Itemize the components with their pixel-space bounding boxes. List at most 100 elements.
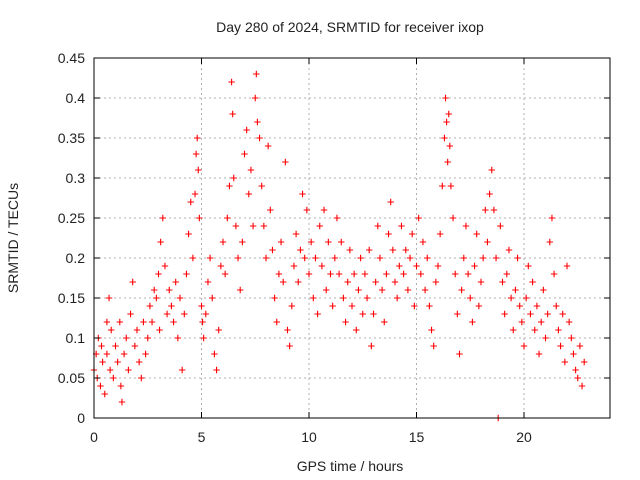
data-point [370, 310, 377, 318]
data-point [398, 222, 405, 230]
data-point [99, 358, 106, 366]
data-point [129, 278, 136, 286]
data-point [406, 254, 414, 262]
data-point [181, 310, 188, 318]
data-point [374, 222, 381, 230]
data-point [198, 302, 205, 310]
x-tick-label: 15 [409, 429, 425, 445]
data-point [492, 254, 500, 262]
data-point [544, 310, 551, 318]
chart-title: Day 280 of 2024, SRMTID for receiver ixo… [216, 19, 484, 35]
data-point [224, 214, 231, 222]
data-point [432, 278, 440, 286]
data-point [221, 270, 229, 278]
data-point [546, 238, 553, 246]
data-point [460, 254, 467, 262]
data-point [280, 278, 287, 286]
data-point [192, 150, 200, 158]
data-point [355, 286, 362, 294]
y-tick-label: 0 [77, 410, 85, 426]
data-point [316, 222, 323, 230]
data-point [138, 374, 145, 382]
data-point [229, 110, 236, 118]
data-point [443, 118, 450, 126]
data-point [415, 214, 422, 222]
data-point [490, 206, 498, 214]
data-point [565, 318, 573, 326]
data-point [535, 350, 543, 358]
data-point [510, 326, 517, 334]
data-point [142, 350, 149, 358]
data-point [206, 254, 214, 262]
data-point [378, 286, 386, 294]
data-point [469, 318, 476, 326]
data-point [353, 326, 360, 334]
data-point [531, 326, 538, 334]
data-point [189, 254, 197, 262]
data-point [475, 302, 483, 310]
data-point [117, 382, 125, 390]
data-point [346, 246, 354, 254]
data-point [108, 326, 115, 334]
data-point [572, 366, 579, 374]
y-tick-label: 0.4 [66, 90, 86, 106]
data-point [155, 270, 162, 278]
x-tick-label: 0 [90, 429, 98, 445]
data-point [166, 286, 173, 294]
data-point [327, 270, 334, 278]
data-point [441, 134, 448, 142]
data-point [209, 294, 216, 302]
y-axis-label: SRMTID / TECUs [5, 183, 21, 293]
data-point [284, 326, 291, 334]
data-point [548, 214, 556, 222]
data-point [211, 350, 218, 358]
data-point [239, 238, 246, 246]
data-point [464, 270, 472, 278]
data-point [484, 238, 491, 246]
data-point [576, 342, 584, 350]
data-point [471, 262, 478, 270]
data-point [350, 270, 358, 278]
data-point [396, 262, 403, 270]
y-tick-label: 0.2 [66, 250, 86, 266]
data-points [90, 70, 588, 422]
x-axis-label: GPS time / hours [297, 458, 404, 474]
data-point [581, 358, 588, 366]
y-tick-label: 0.15 [58, 290, 85, 306]
data-point [301, 254, 308, 262]
y-tick-label: 0.25 [58, 210, 85, 226]
data-point [125, 366, 132, 374]
x-tick-label: 5 [198, 429, 206, 445]
data-point [436, 230, 444, 238]
data-point [256, 134, 263, 142]
data-point [312, 254, 319, 262]
data-point [335, 270, 343, 278]
data-point [540, 286, 547, 294]
data-point [488, 166, 495, 174]
data-point [151, 286, 158, 294]
data-point [323, 286, 330, 294]
data-point [320, 206, 328, 214]
data-point [187, 198, 194, 206]
data-point [449, 214, 457, 222]
data-point [176, 294, 184, 302]
data-point [479, 254, 487, 262]
data-point [452, 270, 459, 278]
data-point [299, 190, 306, 198]
data-point [368, 342, 375, 350]
data-point [574, 374, 581, 382]
data-point [241, 150, 248, 158]
y-tick-label: 0.1 [66, 330, 86, 346]
data-point [385, 230, 392, 238]
data-point [200, 334, 207, 342]
data-point [527, 310, 534, 318]
data-point [185, 230, 192, 238]
data-point [482, 206, 489, 214]
y-tick-label: 0.3 [66, 170, 86, 186]
data-point [518, 318, 526, 326]
data-point [389, 246, 397, 254]
data-point [254, 118, 261, 126]
data-point [568, 334, 575, 342]
y-tick-label: 0.05 [58, 370, 85, 386]
